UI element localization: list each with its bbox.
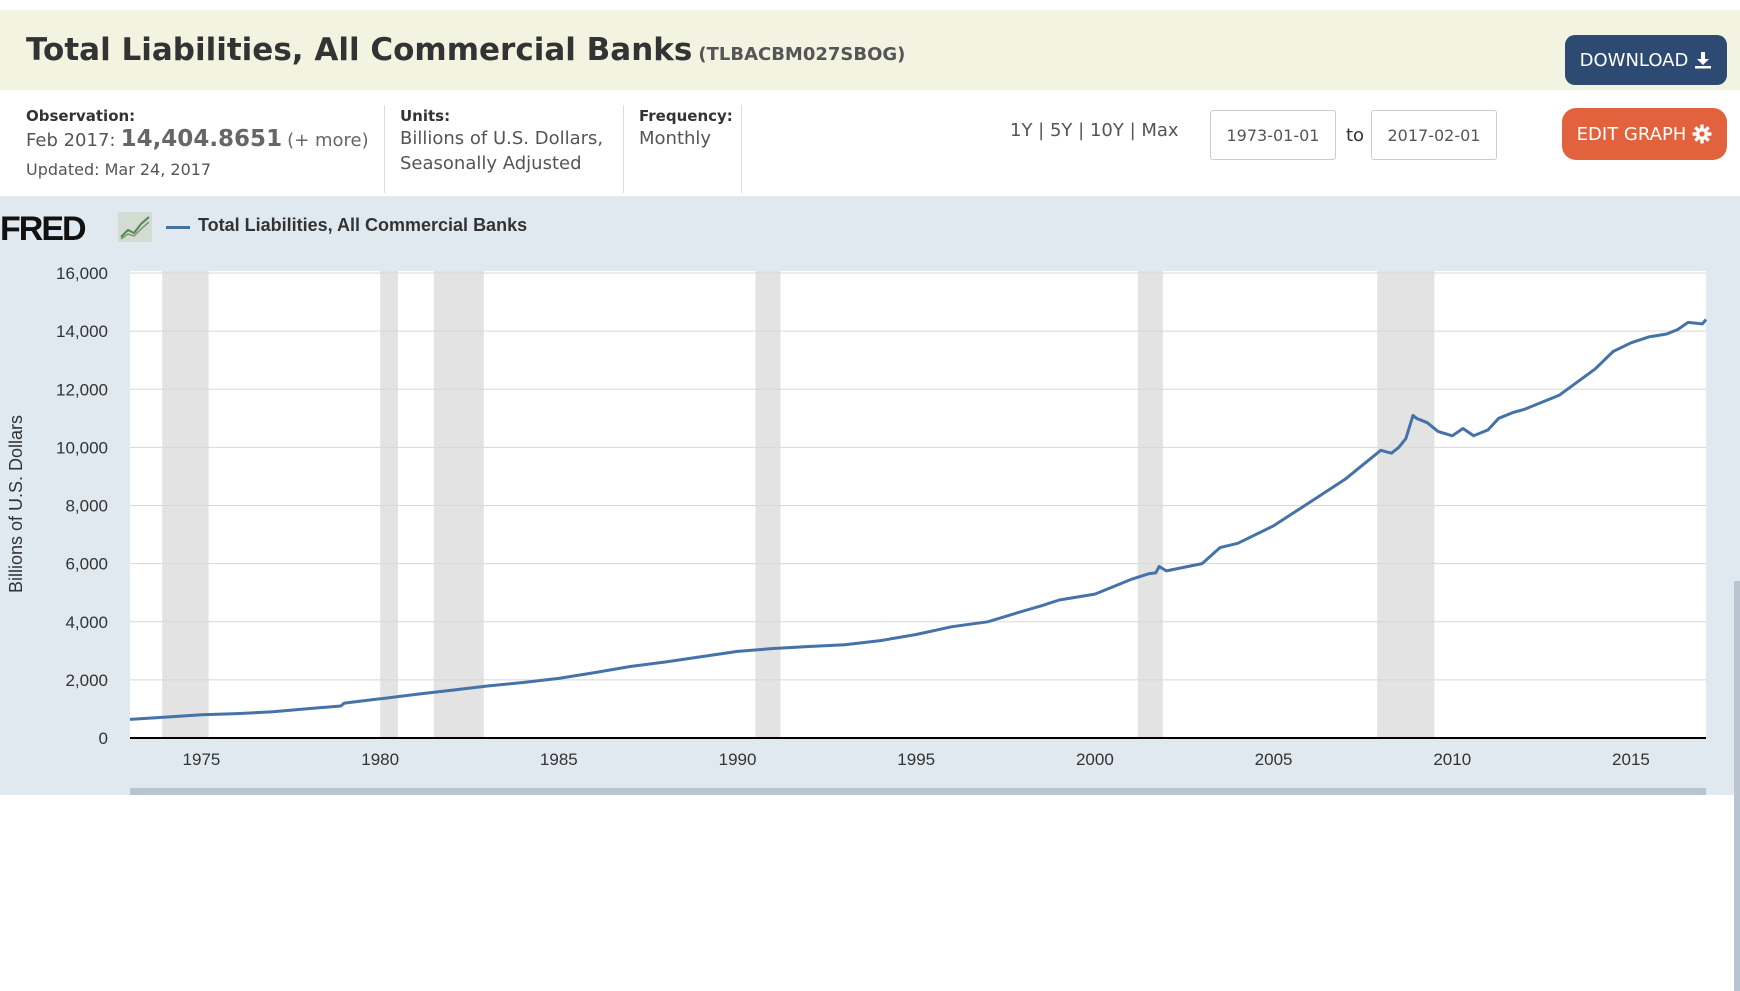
- x-tick-label: 1995: [897, 750, 935, 769]
- x-tick-label: 1985: [540, 750, 578, 769]
- y-tick-label: 2,000: [65, 671, 108, 690]
- line-chart: 0 2,000 4,000 6,000 8,000 10,000 12,000 14,000 1…: [6, 264, 1708, 795]
- range-max[interactable]: Max: [1141, 120, 1179, 141]
- series-title: Total Liabilities, All Commercial Banks: [26, 32, 693, 68]
- units-label: Units:: [400, 107, 451, 125]
- series-line: [129, 318, 1708, 721]
- fred-logo: FRED: [0, 210, 87, 248]
- download-icon: [1695, 52, 1712, 69]
- chart-icon: [118, 212, 152, 242]
- legend-series-label: Total Liabilities, All Commercial Banks: [198, 215, 528, 235]
- recession-band: [162, 271, 209, 738]
- observation-more-link[interactable]: (+ more): [287, 130, 369, 151]
- top-strip: [0, 0, 1740, 10]
- meta-divider: [384, 105, 385, 193]
- legend-swatch: [166, 226, 190, 229]
- range-5y[interactable]: 5Y: [1049, 120, 1073, 141]
- gear-icon: [1692, 124, 1712, 144]
- series-meta: Observation: Feb 2017: 14,404.8651 (+ mo…: [0, 90, 1740, 196]
- frequency-value: Monthly: [639, 128, 712, 149]
- scrollbar[interactable]: [1734, 581, 1740, 991]
- edit-graph-label: EDIT GRAPH: [1576, 123, 1687, 145]
- y-tick-label: 6,000: [65, 555, 108, 574]
- start-date-input[interactable]: 1973-01-01: [1210, 110, 1336, 160]
- observation-label: Observation:: [26, 107, 136, 125]
- recession-band: [433, 271, 484, 738]
- observation-value: 14,404.8651: [120, 126, 283, 152]
- y-tick-label: 12,000: [56, 380, 108, 399]
- recession-band: [755, 271, 781, 738]
- observation-date: Feb 2017:: [26, 130, 116, 151]
- observation-line: Feb 2017: 14,404.8651 (+ more): [26, 126, 369, 152]
- y-tick-label: 8,000: [65, 497, 108, 516]
- meta-divider: [623, 105, 624, 193]
- to-label: to: [1346, 125, 1365, 146]
- y-axis-label: Billions of U.S. Dollars: [6, 415, 26, 593]
- x-tick-label: 2005: [1255, 750, 1293, 769]
- series-id: (TLBACBM027SBOG): [698, 44, 906, 65]
- y-tick-label: 14,000: [56, 322, 108, 341]
- x-tick-label: 2000: [1076, 750, 1114, 769]
- navigator-bar[interactable]: [130, 788, 1706, 795]
- x-tick-label: 2015: [1612, 750, 1650, 769]
- page-title: Total Liabilities, All Commercial Banks(…: [26, 32, 905, 68]
- range-1y[interactable]: 1Y: [1010, 120, 1033, 141]
- units-line1: Billions of U.S. Dollars,: [400, 128, 604, 149]
- observation-block: Observation: Feb 2017: 14,404.8651 (+ mo…: [26, 90, 386, 196]
- meta-divider: [741, 105, 742, 193]
- recession-band: [1137, 271, 1163, 738]
- plot-area: [130, 271, 1706, 738]
- y-tick-label: 16,000: [56, 264, 108, 283]
- recession-band: [1377, 271, 1435, 738]
- units-line2: Seasonally Adjusted: [400, 153, 582, 174]
- download-label: DOWNLOAD: [1579, 49, 1689, 71]
- x-tick-label: 2010: [1433, 750, 1471, 769]
- updated-date: Updated: Mar 24, 2017: [26, 160, 212, 179]
- x-tick-label: 1980: [361, 750, 399, 769]
- y-tick-label: 4,000: [65, 613, 108, 632]
- download-button[interactable]: DOWNLOAD: [1565, 35, 1727, 85]
- series-header: Total Liabilities, All Commercial Banks(…: [0, 10, 1740, 90]
- units-block: Units: Billions of U.S. Dollars, Seasona…: [400, 90, 620, 196]
- frequency-block: Frequency: Monthly: [639, 90, 739, 196]
- y-tick-label: 0: [99, 729, 108, 748]
- recession-band: [380, 271, 399, 738]
- edit-graph-button[interactable]: EDIT GRAPH: [1562, 108, 1727, 160]
- range-links: 1Y | 5Y | 10Y | Max: [1010, 120, 1179, 141]
- frequency-label: Frequency:: [639, 107, 733, 125]
- x-tick-label: 1975: [183, 750, 221, 769]
- x-tick-label: 1990: [719, 750, 757, 769]
- y-tick-label: 10,000: [56, 438, 108, 457]
- end-date-input[interactable]: 2017-02-01: [1371, 110, 1497, 160]
- range-10y[interactable]: 10Y: [1089, 120, 1124, 141]
